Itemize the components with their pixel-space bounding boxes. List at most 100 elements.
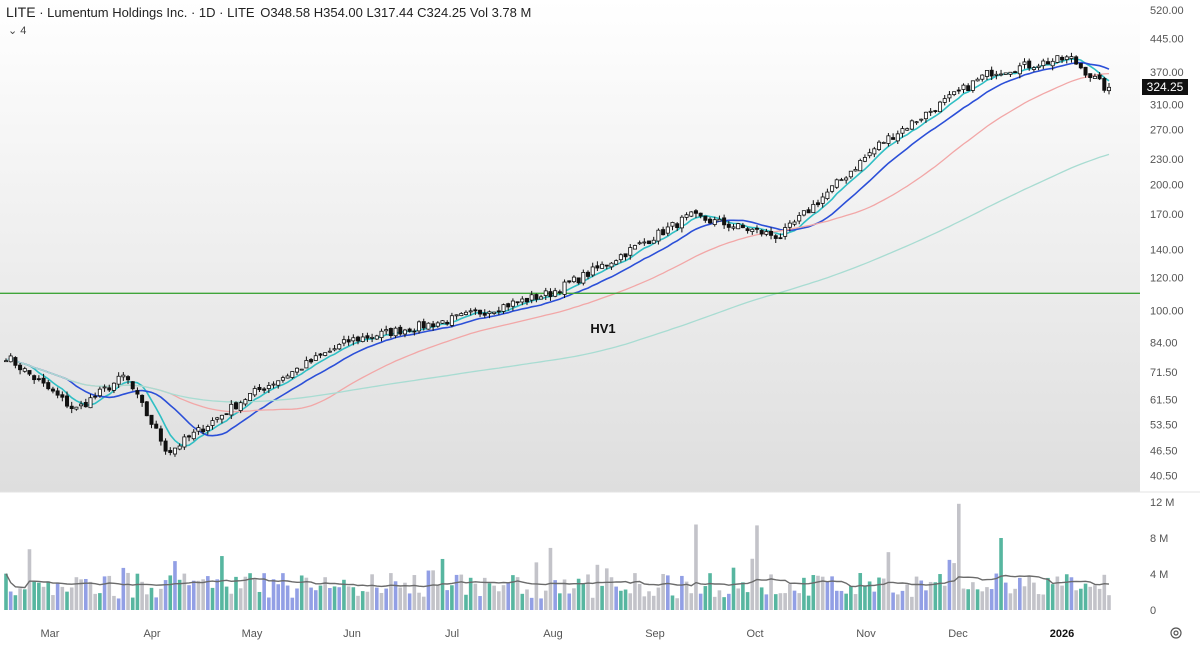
volume-bar [65,591,69,610]
chevron-down-icon[interactable]: ⌄ [8,25,18,37]
volume-bar [999,538,1003,610]
candle-body [811,203,816,214]
volume-bar [149,587,154,610]
candle-body [379,330,384,339]
candle-body [975,78,980,82]
candle-body [144,401,149,417]
candle-body [313,355,318,361]
volume-bar [891,592,895,610]
candle-body [257,386,262,391]
close-value: C324.25 [417,5,467,20]
candle-body [111,382,116,391]
volume-bar [285,585,290,610]
candle-body [41,377,46,384]
candle-body [1092,75,1097,79]
high-value: H354.00 [313,5,363,20]
candle-body [398,326,403,335]
candle-body [154,423,159,429]
volume-bar [1036,594,1041,610]
candle-body [360,336,365,343]
candle-body [576,277,581,284]
candle-body [862,157,867,162]
candle-body [679,216,684,229]
volume-bar [159,588,163,610]
volume-bar [980,591,985,610]
indicator-count: 4 [20,25,27,37]
volume-bar [1032,582,1036,610]
volume-bar [69,587,74,610]
candle-body [506,303,511,308]
candle-body [356,336,361,342]
candle-body [590,266,595,276]
candle-body [337,344,342,350]
price-tick-label: 200.00 [1150,179,1184,191]
candle-body [1031,67,1036,70]
candle-body [745,228,750,232]
volume-bar [323,577,327,610]
volume-tick-label: 8 M [1150,533,1168,545]
candle-body [79,403,84,407]
volume-bar [900,590,905,610]
candle-body [628,247,633,256]
volume-bar [224,586,229,610]
volume-bar [436,584,440,610]
interval[interactable]: 1D [198,5,216,20]
volume-bar [252,579,257,610]
candle-body [830,185,835,192]
volume-bar [853,594,858,610]
candle-body [341,339,346,344]
candle-body [609,262,614,268]
volume-bar [576,578,581,610]
candle-body [454,314,459,317]
volume-bar [778,593,783,610]
volume-bar [764,594,769,610]
time-tick-label: Aug [543,628,563,640]
volume-bar [989,589,994,610]
candle-body [158,428,163,442]
candle-body [182,436,187,448]
volume-bar [98,593,102,610]
candle-body [1088,73,1093,78]
settings-icon[interactable] [1170,627,1182,639]
time-tick-label: Sep [645,628,665,640]
candle-body [675,223,680,229]
volume-bar [609,577,614,610]
candle-body [792,221,797,225]
candle-body [4,360,9,363]
candle-body [309,359,314,363]
volume-bar [863,586,867,610]
candle-body [548,291,553,297]
ma-line-3 [5,72,1110,413]
volume-bar [262,573,266,610]
volume-bar [792,590,797,610]
volume-bar [849,586,853,610]
volume-bar [543,590,548,610]
candle-body [938,101,943,113]
volume-bar [637,583,642,610]
candle-body [712,219,717,225]
candle-body [295,367,300,373]
volume-bar [384,588,388,610]
volume-bar [788,584,792,610]
candle-body [848,170,853,178]
candle-body [1050,60,1055,67]
volume-bar [309,587,313,610]
candle-body [895,133,900,142]
candle-body [487,311,492,314]
low-value: L317.44 [366,5,414,20]
volume-bar [971,582,975,610]
volume-bar [745,592,750,610]
volume-bar [346,586,351,610]
volume-bar [182,573,187,610]
candle-body [956,89,961,92]
candle-body [440,320,445,324]
volume-bar [210,587,215,610]
last-price-tag: 324.25 [1142,79,1188,95]
indicator-toggle[interactable]: ⌄ 4 [8,24,26,37]
candle-body [689,211,694,217]
candle-body [473,309,478,312]
volume-bar [957,503,961,610]
volume-bar [431,570,435,610]
candle-body [877,141,882,150]
